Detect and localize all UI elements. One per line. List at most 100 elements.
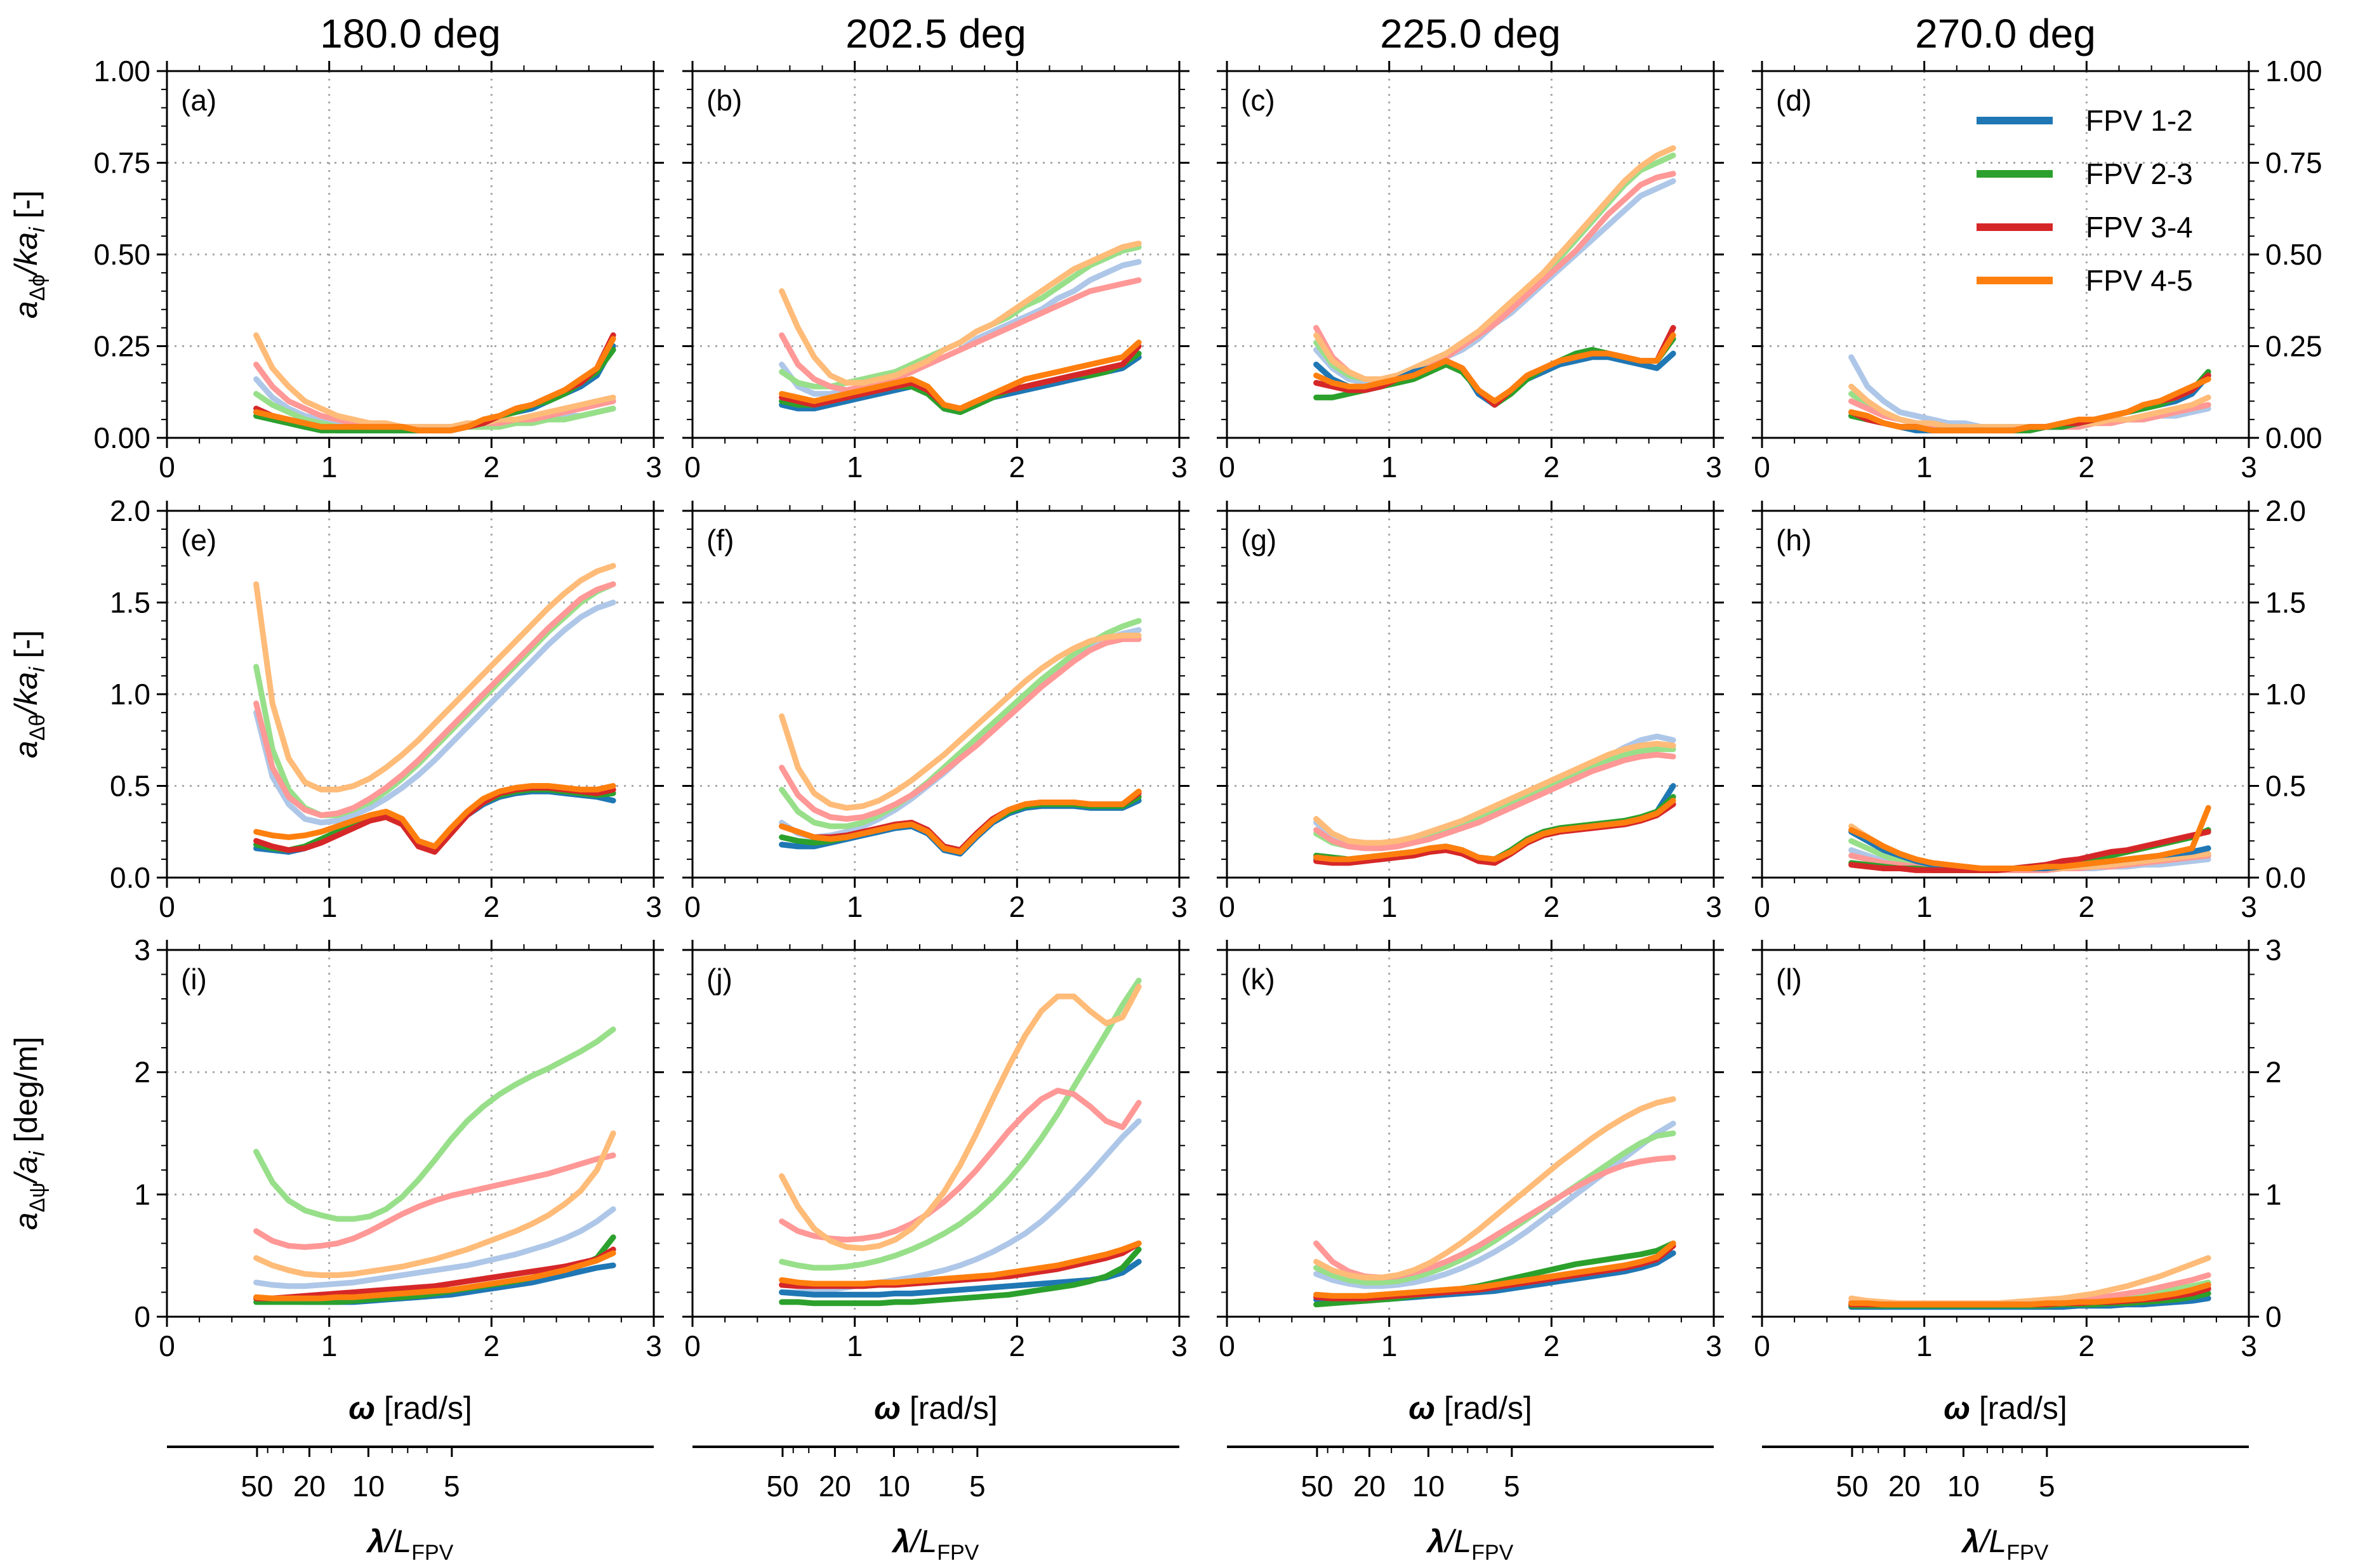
series-light-3: [1313, 171, 1676, 382]
y-tick-label: 0: [134, 1300, 150, 1333]
x-tick-label: 2: [2079, 451, 2095, 484]
secondary-tick-label: 50: [1301, 1470, 1333, 1503]
y-axis-label: aΔϕ/kai [-]: [8, 190, 50, 319]
y-tick-label: 1.0: [2265, 678, 2306, 711]
series-light-2: [779, 617, 1142, 829]
series-dark-4: [1848, 376, 2211, 433]
x-tick-label: 0: [684, 1329, 701, 1362]
label-part: /L: [908, 1524, 937, 1559]
y-tick-label: 3: [2265, 933, 2282, 966]
panel-label: (i): [181, 963, 207, 996]
y-axis-label: aΔψ/ai [deg/m]: [8, 1037, 50, 1230]
series-dark-4: [253, 783, 616, 850]
label-part: /L: [1978, 1524, 2006, 1559]
series-light-3: [253, 1152, 616, 1250]
label-part: /ka: [8, 672, 44, 716]
secondary-tick-label: 50: [766, 1470, 798, 1503]
y-tick-label: 0.25: [2265, 330, 2322, 363]
label-part: [rad/s]: [1970, 1390, 2067, 1426]
x-axis-label: ω [rad/s]: [348, 1390, 472, 1426]
label-part: [rad/s]: [901, 1390, 998, 1426]
axes-frame: [1761, 510, 2250, 879]
x-tick-label: 2: [1009, 890, 1026, 923]
series-dark-3: [253, 1246, 616, 1301]
y-axis-label: aΔθ/kai [-]: [8, 630, 50, 758]
x-tick-label: 3: [1706, 451, 1722, 484]
axes-frame: [1226, 949, 1715, 1318]
series-light-2: [1313, 1130, 1676, 1286]
x-tick-label: 1: [1916, 1329, 1933, 1362]
x-tick-label: 1: [1381, 451, 1398, 484]
panel-label: (c): [1241, 84, 1275, 117]
y-tick-label: 0.0: [2265, 861, 2306, 894]
series-light-1: [253, 1206, 616, 1289]
series-light-3: [779, 277, 1142, 393]
y-tick-label: 2: [2265, 1056, 2282, 1089]
label-part: FPV: [2006, 1541, 2048, 1565]
secondary-axis-label: λ/LFPV: [1961, 1524, 2049, 1565]
x-tick-label: 2: [1009, 451, 1026, 484]
secondary-tick-label: 50: [241, 1470, 273, 1503]
series-light-3: [1313, 751, 1676, 852]
subplot-i: 0 1 2 3 0 1 2 3 (i): [134, 933, 664, 1362]
column-title: 225.0 deg: [1380, 11, 1561, 56]
x-tick-label: 1: [1916, 451, 1933, 484]
panel-label: (f): [706, 524, 734, 557]
label-part: ω: [1944, 1390, 1970, 1426]
x-axis-label: ω [rad/s]: [1408, 1390, 1532, 1426]
secondary-tick-label: 20: [1888, 1470, 1921, 1503]
panel-label: (k): [1241, 963, 1275, 996]
x-tick-label: 3: [2241, 1329, 2257, 1362]
label-part: /ka: [8, 232, 44, 277]
x-tick-label: 1: [1381, 890, 1398, 923]
x-tick-label: 3: [646, 890, 662, 923]
series-dark-4: [779, 788, 1142, 855]
secondary-tick-label: 5: [2039, 1470, 2055, 1503]
label-part: ω: [1408, 1390, 1435, 1426]
x-tick-label: 1: [1916, 890, 1933, 923]
secondary-tick-label: 10: [1947, 1470, 1980, 1503]
x-tick-label: 0: [159, 451, 175, 484]
series-light-4: [253, 332, 616, 430]
column-title: 270.0 deg: [1915, 11, 2096, 56]
series-light-4: [779, 984, 1142, 1251]
subplot-j: 0 1 2 3 (j): [682, 940, 1189, 1362]
series-light-4: [1313, 145, 1676, 382]
series-dark-4: [1848, 1282, 2211, 1308]
x-tick-label: 2: [1544, 451, 1560, 484]
label-part: λ: [1426, 1524, 1445, 1559]
axes-frame: [166, 949, 655, 1318]
series-light-4: [1313, 1096, 1676, 1281]
subplot-f: 0 1 2 3 (f): [682, 501, 1189, 923]
x-tick-label: 2: [484, 890, 500, 923]
x-axis-label: ω [rad/s]: [1944, 1390, 2067, 1426]
x-tick-label: 0: [159, 890, 175, 923]
x-tick-label: 1: [1381, 1329, 1398, 1362]
series-light-3: [779, 1088, 1142, 1243]
x-tick-label: 3: [1171, 1329, 1188, 1362]
series-light-1: [1313, 1121, 1676, 1289]
legend: FPV 1-2 FPV 2-3 FPV 3-4 FPV 4-5: [1977, 104, 2193, 297]
x-tick-label: 3: [1171, 451, 1188, 484]
series-dark-4: [253, 336, 616, 433]
y-tick-label: 0.75: [2265, 147, 2322, 180]
x-tick-label: 2: [1009, 1329, 1026, 1362]
subplot-g: 0 1 2 3 (g): [1217, 501, 1724, 923]
column-title: 202.5 deg: [845, 11, 1026, 56]
label-part: a: [8, 1213, 44, 1230]
panel-label: (h): [1776, 524, 1812, 557]
x-tick-label: 2: [1544, 890, 1560, 923]
x-tick-label: 3: [1706, 890, 1722, 923]
axes-frame: [691, 949, 1181, 1318]
y-tick-label: 2: [134, 1056, 150, 1089]
panel-label: (b): [706, 84, 742, 117]
axes-frame: [691, 510, 1181, 879]
secondary-tick-label: 10: [352, 1470, 385, 1503]
series-dark-4: [253, 1250, 616, 1301]
x-tick-label: 1: [847, 890, 863, 923]
panel-label: (l): [1776, 963, 1802, 996]
y-tick-label: 2.0: [2265, 494, 2306, 527]
series-light-4: [253, 1130, 616, 1278]
series-light-4: [779, 240, 1142, 386]
